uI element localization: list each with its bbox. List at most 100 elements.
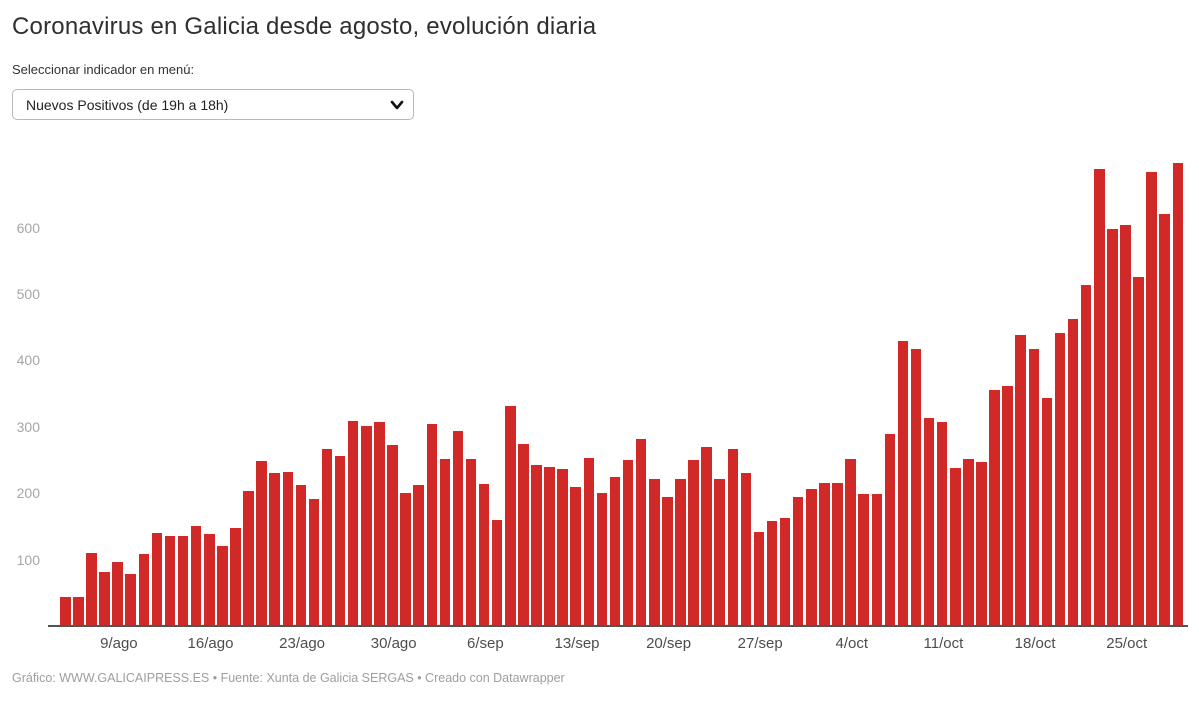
bar	[1015, 334, 1026, 626]
x-axis-line	[48, 625, 1188, 627]
chart-title: Coronavirus en Galicia desde agosto, evo…	[12, 13, 597, 40]
bar	[1172, 162, 1184, 626]
bar	[190, 525, 202, 626]
bar	[766, 521, 778, 626]
bar	[701, 446, 712, 626]
bar	[570, 487, 581, 626]
bar	[910, 349, 922, 626]
bar	[347, 420, 359, 626]
bar	[73, 597, 84, 626]
bar	[1094, 169, 1105, 626]
bar	[1067, 319, 1079, 626]
bar	[596, 493, 608, 626]
x-axis-label: 23/ago	[279, 635, 326, 652]
bar	[400, 492, 411, 626]
bar	[858, 493, 869, 626]
bar	[204, 533, 215, 626]
x-axis-label: 6/sep	[467, 635, 504, 652]
bar	[491, 519, 503, 626]
bar	[151, 533, 163, 626]
bar	[531, 465, 542, 626]
bar	[897, 341, 909, 626]
bar	[125, 574, 136, 626]
bar	[753, 532, 765, 626]
bar	[505, 405, 516, 626]
bar	[334, 456, 346, 626]
bar	[1133, 276, 1144, 626]
bar	[243, 491, 254, 626]
bar	[1028, 349, 1040, 626]
bar	[792, 496, 804, 626]
bar	[138, 554, 150, 626]
bar	[1080, 284, 1092, 626]
bar	[387, 445, 398, 626]
x-axis-label: 13/sep	[554, 635, 600, 652]
bar	[1107, 228, 1118, 626]
x-axis-label: 25/oct	[1106, 635, 1148, 652]
bar	[164, 536, 176, 626]
bar	[923, 417, 935, 626]
bar	[86, 553, 97, 626]
bar	[544, 466, 555, 626]
bar	[321, 448, 333, 626]
bar	[557, 469, 568, 626]
plot-area	[60, 158, 1187, 626]
bar	[845, 458, 856, 626]
bar	[871, 493, 883, 626]
bar	[1120, 224, 1131, 626]
bar	[583, 458, 595, 626]
y-axis-label: 200	[16, 485, 40, 502]
y-axis-label: 100	[16, 551, 40, 568]
bar	[452, 431, 464, 626]
indicator-select[interactable]: Nuevos Positivos (de 19h a 18h)	[12, 89, 414, 120]
bar	[478, 483, 490, 626]
bar	[936, 422, 948, 626]
bar	[688, 460, 699, 626]
bar	[950, 468, 961, 626]
x-axis-label: 16/ago	[187, 635, 234, 652]
bar	[282, 472, 294, 626]
bar	[1002, 385, 1013, 626]
bar	[269, 473, 280, 626]
bar	[230, 527, 241, 626]
x-axis-label: 9/ago	[100, 635, 138, 652]
x-axis-label: 4/oct	[835, 635, 869, 652]
bar	[662, 497, 673, 626]
bar	[675, 479, 686, 626]
bar	[439, 459, 451, 626]
bar	[426, 423, 438, 626]
indicator-select-wrap: Nuevos Positivos (de 19h a 18h)	[12, 89, 414, 120]
x-axis-label: 30/ago	[370, 635, 417, 652]
y-axis-label: 500	[16, 286, 40, 302]
bar	[1146, 171, 1157, 626]
bar	[361, 426, 372, 626]
bar	[217, 546, 228, 626]
bar	[60, 597, 71, 626]
bar	[518, 444, 529, 626]
bar	[819, 483, 830, 626]
y-axis-label: 300	[16, 418, 40, 435]
x-axis-label: 20/sep	[646, 635, 692, 652]
bar	[112, 562, 123, 626]
y-axis-label: 400	[16, 352, 40, 369]
y-axis-label: 600	[16, 219, 40, 236]
bar	[649, 479, 660, 626]
bar	[99, 571, 110, 626]
bar	[413, 485, 424, 626]
bar	[1041, 398, 1053, 626]
bar	[740, 472, 752, 626]
bar	[374, 421, 385, 626]
bar	[465, 459, 477, 626]
bar	[976, 462, 987, 626]
bar	[609, 476, 621, 626]
bar	[727, 448, 739, 626]
x-axis-label: 27/sep	[737, 635, 783, 652]
bar	[177, 535, 189, 626]
bar	[884, 434, 896, 626]
bar	[1159, 214, 1170, 626]
x-axis-label: 18/oct	[1014, 635, 1056, 652]
bar	[1054, 332, 1066, 626]
bar	[256, 461, 267, 626]
bar	[963, 459, 974, 626]
